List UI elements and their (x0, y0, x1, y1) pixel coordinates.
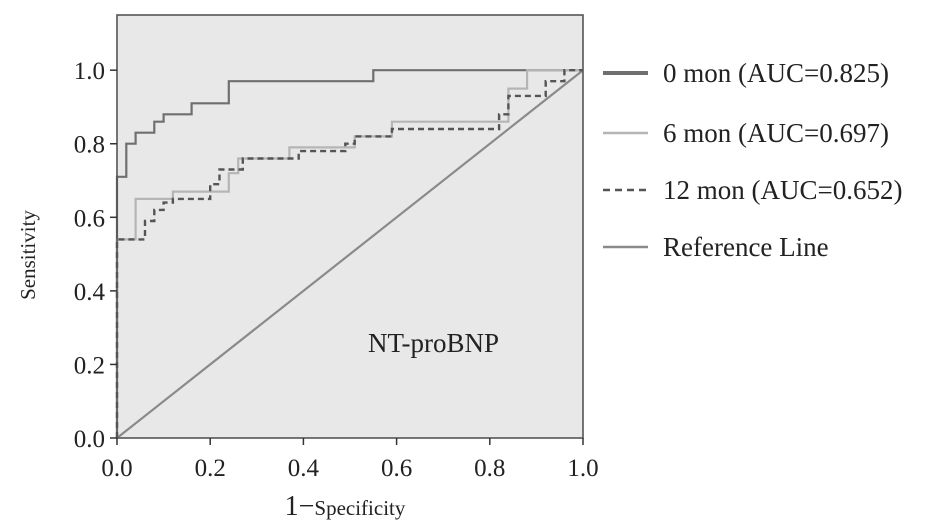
legend-label-2: 12 mon (AUC=0.652) (663, 175, 902, 205)
y-tick-label-0: 0.0 (74, 426, 105, 453)
annotation-label: NT-proBNP (368, 328, 499, 358)
x-tick-label-1: 0.2 (195, 455, 226, 482)
series-line-3 (116, 69, 584, 439)
x-tick-label-2: 0.4 (288, 455, 320, 482)
x-tick-label-5: 1.0 (567, 455, 598, 482)
legend-label-3: Reference Line (663, 232, 829, 262)
y-tick-label-2: 0.4 (74, 279, 106, 306)
x-axis-label-main: 1− (285, 491, 315, 522)
x-tick-label-0: 0.0 (101, 455, 132, 482)
series-line-2 (115, 68, 583, 438)
legend-label-0: 0 mon (AUC=0.825) (663, 58, 889, 88)
y-tick-label-1: 0.2 (74, 352, 105, 379)
x-axis-label: 1−Specificity (285, 491, 406, 522)
plot-frame (116, 14, 584, 439)
legend: 0 mon (AUC=0.825) 6 mon (AUC=0.697) 12 mon… (603, 58, 902, 262)
y-tick-label-5: 1.0 (74, 58, 105, 85)
y-axis-label: Sensitivity (16, 210, 40, 300)
legend-label-1: 6 mon (AUC=0.697) (663, 118, 889, 148)
series-line-1 (115, 69, 583, 438)
plot-area (117, 15, 583, 438)
series-line-0 (115, 69, 583, 438)
x-tick-label-3: 0.6 (381, 455, 412, 482)
y-tick-label-3: 0.6 (74, 205, 105, 232)
x-tick-label-4: 0.8 (474, 455, 505, 482)
y-tick-label-4: 0.8 (74, 132, 105, 159)
x-axis-label-sub: Specificity (314, 496, 405, 520)
ticks-layer: 0.0 0.2 0.4 0.6 0.8 1.0 0.0 0.2 0.4 0.6 0.8 1.0 (74, 58, 599, 482)
series-layer (115, 68, 584, 439)
